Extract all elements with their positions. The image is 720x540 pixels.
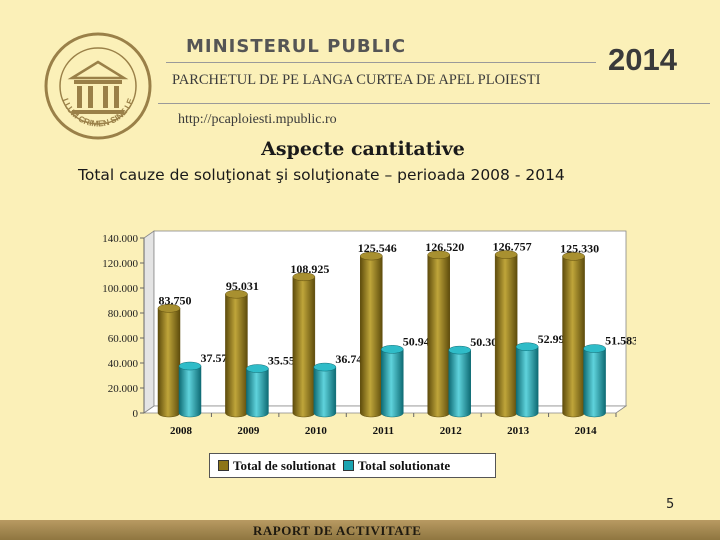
y-tick-label: 0 bbox=[133, 408, 139, 420]
header-divider bbox=[158, 103, 710, 104]
data-label: 95.031 bbox=[226, 279, 259, 293]
bar-total-solutionate bbox=[448, 349, 471, 418]
page-number: 5 bbox=[666, 497, 675, 512]
bar-chart: 0 20.000 40.000 60.000 80.000 100.000 120.000 1… bbox=[102, 230, 636, 437]
bar-top bbox=[246, 364, 269, 373]
slide-subtitle: Total cauze de soluţionat şi soluţionate… bbox=[78, 166, 565, 184]
data-label: 125.546 bbox=[358, 241, 397, 255]
bar-total-de-solutionat bbox=[360, 255, 383, 418]
legend-item-series-1: Total de solutionat bbox=[218, 458, 336, 474]
bar-total-solutionate bbox=[515, 346, 539, 418]
x-tick-label: 2011 bbox=[373, 425, 394, 437]
legend-swatch bbox=[342, 460, 354, 471]
bar-total-solutionate bbox=[313, 366, 337, 418]
legend-label: Total solutionate bbox=[357, 457, 451, 473]
legend-label: Total de solutionat bbox=[233, 457, 336, 473]
y-tick-label: 80.000 bbox=[108, 308, 139, 320]
bar-top bbox=[448, 345, 471, 355]
bar-total-de-solutionat bbox=[157, 308, 181, 418]
bar-total-solutionate bbox=[583, 348, 606, 418]
data-label: 126.757 bbox=[493, 240, 532, 254]
website-url: http://pcaploiesti.mpublic.ro bbox=[178, 112, 337, 127]
bar-total-solutionate bbox=[178, 365, 202, 418]
bar-top bbox=[494, 250, 518, 259]
bar-top bbox=[225, 289, 248, 299]
y-tick-label: 140.000 bbox=[102, 233, 138, 245]
bar-top bbox=[583, 344, 606, 353]
bar-top bbox=[360, 251, 383, 261]
footer-title: RAPORT DE ACTIVITATE bbox=[253, 523, 422, 538]
report-year: 2014 bbox=[608, 42, 677, 77]
bar-top bbox=[381, 345, 404, 354]
y-tick-label: 60.000 bbox=[108, 333, 139, 345]
bar-total-de-solutionat bbox=[562, 256, 585, 418]
chart-legend: Total de solutionat Total solutionate bbox=[209, 453, 496, 478]
bar-total-solutionate bbox=[381, 349, 404, 418]
x-tick-label: 2013 bbox=[507, 425, 529, 437]
bar-top bbox=[157, 304, 181, 313]
header-divider bbox=[166, 62, 596, 63]
x-tick-label: 2012 bbox=[440, 425, 463, 437]
ministry-name: MINISTERUL PUBLIC bbox=[186, 36, 407, 57]
y-tick-label: 20.000 bbox=[108, 383, 139, 395]
bar-top bbox=[562, 252, 585, 261]
bar-top bbox=[292, 272, 316, 282]
y-tick-label: 100.000 bbox=[102, 283, 138, 295]
legend-swatch bbox=[218, 460, 229, 471]
bar-top bbox=[178, 361, 202, 371]
x-tick-label: 2009 bbox=[237, 425, 260, 437]
bar-total-de-solutionat bbox=[225, 293, 248, 418]
x-tick-label: 2014 bbox=[575, 425, 598, 437]
x-tick-label: 2008 bbox=[170, 425, 193, 437]
data-label: 51.583 bbox=[605, 334, 636, 348]
bar-top bbox=[313, 362, 337, 372]
footer-bar: RAPORT DE ACTIVITATE bbox=[0, 520, 720, 540]
bar-total-de-solutionat bbox=[292, 276, 316, 418]
bar-top bbox=[427, 250, 450, 260]
bar-top bbox=[515, 342, 539, 352]
bar-total-de-solutionat bbox=[494, 254, 518, 418]
office-name: PARCHETUL DE PE LANGA CURTEA DE APEL PLO… bbox=[172, 72, 541, 88]
y-tick-label: 40.000 bbox=[108, 358, 139, 370]
data-label: 83.750 bbox=[159, 293, 192, 307]
data-label: 125.330 bbox=[560, 241, 599, 255]
y-tick-label: 120.000 bbox=[102, 258, 138, 270]
ministry-seal-logo: NULLUM CRIMEN SINE LEGE bbox=[44, 32, 152, 140]
slide-title: Aspecte cantitative bbox=[261, 138, 465, 160]
data-label: 108.925 bbox=[290, 262, 329, 276]
chart-side-wall bbox=[143, 230, 155, 414]
x-tick-label: 2010 bbox=[305, 425, 328, 437]
bar-total-solutionate bbox=[246, 368, 269, 418]
bar-total-de-solutionat bbox=[427, 254, 450, 418]
data-label: 126.520 bbox=[425, 240, 464, 254]
legend-item-series-2: Total solutionate bbox=[342, 457, 451, 474]
